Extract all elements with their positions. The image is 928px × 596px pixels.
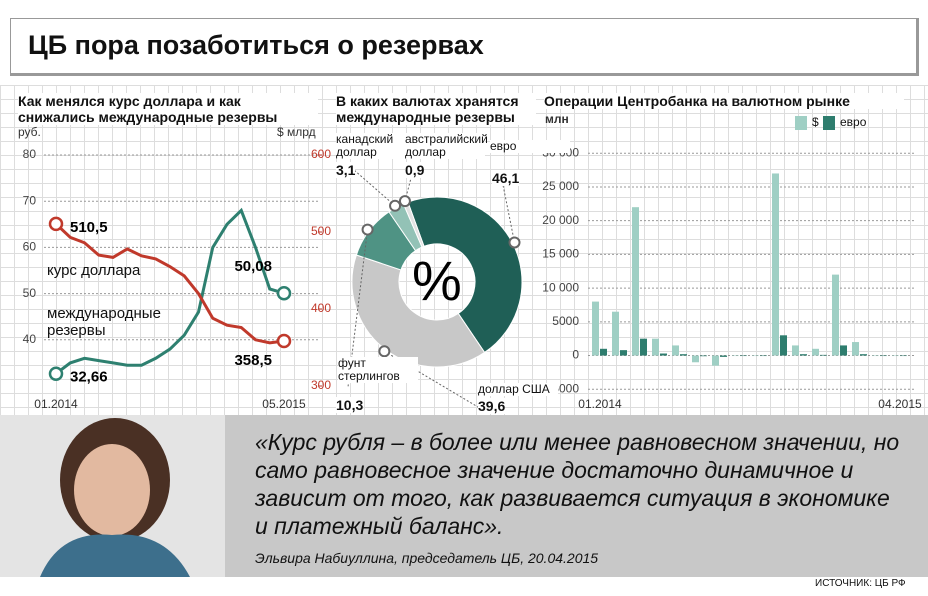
bar [900,355,907,357]
value-label: 50,08 [234,258,272,275]
y2-tick-label: 500 [311,224,331,238]
bar [892,355,899,357]
photo [0,415,225,577]
chart-title: Операции Центробанка на валютном рынке [544,93,904,109]
chart-title: В каких валютах хранятся международные р… [336,93,536,125]
bar [700,355,707,357]
leader-dot [508,236,521,249]
bar [600,348,607,356]
bar [800,354,807,356]
y-tick-label: 0 [572,348,579,362]
category-label: фунт стерлингов [338,357,418,383]
bar [752,355,759,357]
pie-slice [351,254,486,368]
x-tick-label: 01.2014 [578,397,622,411]
bar [672,345,679,356]
leader-dot [389,199,402,212]
line [54,222,285,345]
value-label: 32,66 [70,369,108,386]
bar [840,345,847,356]
bar [880,355,887,357]
y-tick-label: 25 000 [542,179,579,193]
category-label: доллар США [478,383,558,396]
leader-dot [361,223,374,236]
y-tick-label: 50 [23,286,37,300]
value-label: 10,3 [336,397,364,413]
end-marker [276,333,292,349]
legend-label: $ [812,115,819,129]
pie-center-label: % [412,249,462,312]
value-label: 46,1 [492,170,520,186]
bar [772,173,779,356]
legend-swatch [795,116,807,130]
bar [692,355,699,363]
pie-slice [407,196,523,354]
bar [660,353,667,356]
y-axis-label: млн [545,112,569,126]
bar [592,301,599,356]
y2-tick-label: 600 [311,147,331,161]
line [55,207,285,375]
x-tick-label: 05.2015 [262,397,306,411]
y2-tick-label: 400 [311,301,331,315]
y-tick-label: 20 000 [542,213,579,227]
bar [780,335,787,356]
y-tick-label: 60 [23,240,37,254]
series-label: международные резервы [47,305,161,339]
page-title: ЦБ пора позаботиться о резервах [28,30,484,60]
y-tick-label: 80 [23,147,37,161]
bar [820,354,827,356]
chart-title: Как менялся курс доллара и как снижались… [18,93,318,125]
leader-line [345,162,396,207]
category-label: австралийский доллар [405,132,488,159]
bar [640,338,647,356]
y-tick-label: 15 000 [542,247,579,261]
bar [680,354,687,356]
title-box [10,18,919,76]
bar [632,207,639,356]
bar [612,311,619,356]
category-label: евро [490,140,570,153]
category-label: канадский доллар [336,133,416,159]
y-tick-label: 40 [23,332,37,346]
bar [712,355,719,366]
bar [652,338,659,356]
y-tick-label: 10 000 [542,280,579,294]
bar [792,345,799,356]
source: ИСТОЧНИК: ЦБ РФ [815,578,906,589]
bar [760,355,767,357]
bar [740,355,747,357]
legend-label: евро [840,115,867,129]
legend-swatch [823,116,835,130]
x-tick-label: 01.2014 [34,397,78,411]
end-marker [48,366,64,381]
y-tick-label: 70 [23,193,37,207]
bar [872,355,879,357]
bar [732,355,739,357]
quote-author: Эльвира Набиуллина, председатель ЦБ, 20.… [255,550,599,566]
quote-text: «Курс рубля – в более или менее равновес… [255,429,900,539]
end-marker [48,216,64,232]
value-label: 39,6 [478,398,506,414]
value-label: 3,1 [336,162,356,178]
value-label: 0,9 [405,162,425,178]
value-label: 358,5 [234,352,272,369]
end-marker [276,285,292,301]
bar [852,342,859,356]
bar [620,350,627,356]
bar [812,348,819,356]
leader-dot [398,195,411,208]
bar [860,354,867,356]
y2-tick-label: 300 [311,378,331,392]
y-tick-label: 5000 [552,314,579,328]
value-label: 510,5 [70,219,108,236]
bar [720,355,727,357]
leader-dot [378,345,391,358]
series-label: курс доллара [47,262,141,279]
y-axis-label: руб. [18,125,41,139]
x-tick-label: 04.2015 [878,397,922,411]
y2-axis-label: $ млрд [277,125,316,139]
bar [832,274,839,356]
